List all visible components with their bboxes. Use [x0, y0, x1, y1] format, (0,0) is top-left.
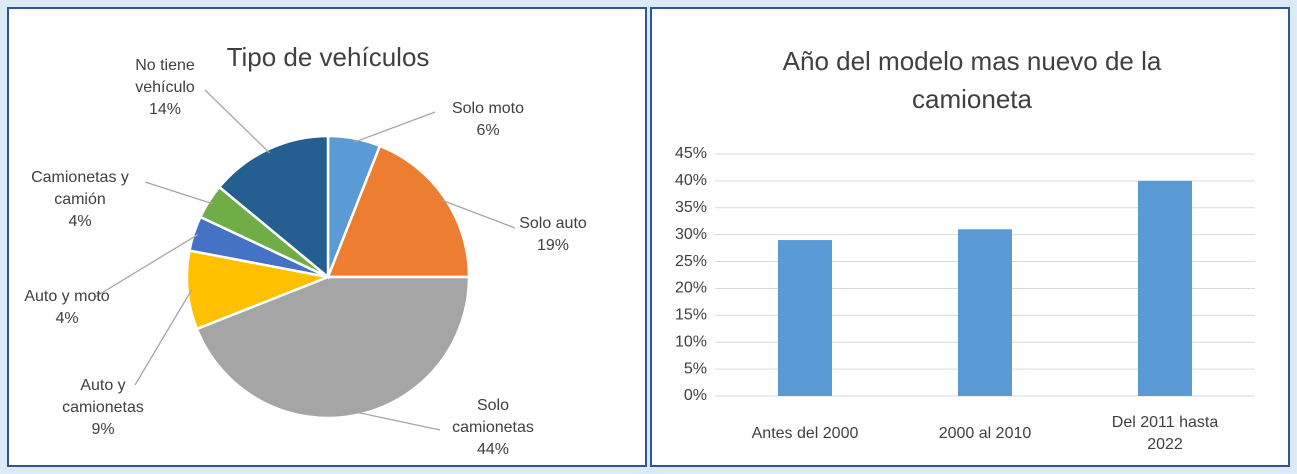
bar — [778, 240, 832, 396]
y-tick-label: 20% — [675, 280, 707, 297]
y-tick-label: 45% — [675, 145, 707, 162]
y-tick-label: 30% — [675, 226, 707, 243]
y-tick-label: 40% — [675, 172, 707, 189]
data-label: Solo moto 6% — [433, 98, 543, 142]
chart-title: Año del modelo mas nuevo de la camioneta — [782, 46, 1162, 114]
y-tick-label: 10% — [675, 333, 707, 350]
value-label: 19% — [536, 237, 570, 254]
data-label: Solo auto 19% — [498, 213, 608, 257]
y-tick-label: 15% — [675, 307, 707, 324]
category-label: Auto y moto — [24, 288, 110, 305]
value-label: 4% — [68, 213, 92, 230]
category-label: Solo moto — [451, 100, 525, 117]
bar — [1138, 180, 1192, 396]
y-tick-label: 0% — [684, 387, 707, 404]
category-label: Camionetas y camión — [31, 169, 129, 208]
leader-line — [441, 199, 516, 229]
leader-line — [94, 234, 199, 298]
value-label: 9% — [91, 421, 115, 438]
value-label: 44% — [476, 441, 510, 458]
data-label: Solo camionetas 44% — [438, 395, 548, 461]
category-label: Solo auto — [519, 215, 587, 232]
leader-line — [353, 111, 436, 144]
data-label: No tiene vehículo 14% — [125, 55, 205, 121]
y-tick-label: 25% — [675, 253, 707, 270]
pie-slice — [217, 134, 330, 280]
y-tick-label: 5% — [684, 360, 707, 377]
bar — [958, 229, 1012, 396]
data-label: Auto y moto 4% — [12, 286, 122, 330]
y-tick-label: 35% — [675, 199, 707, 216]
pie-slice — [185, 249, 333, 331]
leader-line — [204, 89, 271, 154]
value-label: 14% — [148, 101, 182, 118]
value-label: 4% — [55, 310, 79, 327]
category-label: Auto y camionetas — [62, 377, 144, 416]
pie-slice — [195, 275, 471, 420]
category-label: No tiene vehículo — [135, 57, 195, 96]
chart-title: Tipo de vehículos — [226, 42, 430, 72]
category-label: Solo camionetas — [452, 397, 534, 436]
x-tick-label: Antes del 2000 — [751, 425, 859, 442]
leader-line — [353, 410, 441, 431]
data-label: Camionetas y camión 4% — [25, 167, 135, 233]
value-label: 6% — [476, 122, 500, 139]
x-tick-label: 2000 al 2010 — [938, 425, 1032, 442]
leader-line — [144, 181, 213, 205]
leader-line — [134, 289, 193, 386]
pie-slice — [326, 144, 471, 279]
x-tick-label: Del 2011 hasta 2022 — [1111, 414, 1219, 453]
data-label: Auto y camionetas 9% — [53, 375, 153, 441]
